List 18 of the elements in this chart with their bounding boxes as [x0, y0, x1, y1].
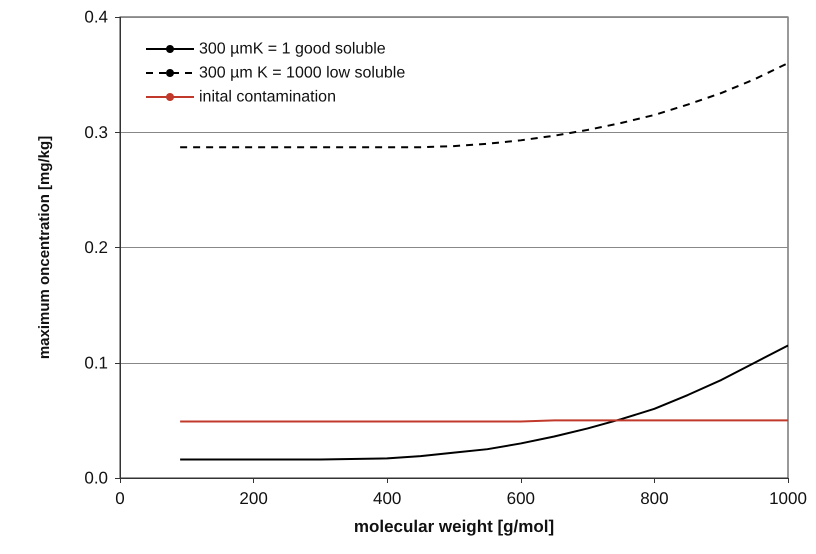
line-series	[179, 344, 789, 461]
x-tick-label: 0	[115, 489, 125, 508]
legend-label: 300 µmK = 1 good soluble	[199, 40, 386, 58]
legend-label: 300 µm K = 1000 low soluble	[199, 64, 406, 82]
x-tick-label: 200	[239, 489, 268, 508]
y-tick-label: 0.0	[84, 468, 108, 488]
x-tick-label: 600	[506, 489, 535, 508]
x-axis-title: molecular weight [g/mol]	[354, 517, 554, 536]
x-tick-label: 800	[640, 489, 669, 508]
y-tick-label: 0.2	[84, 238, 108, 257]
y-tick-label: 0.4	[84, 8, 108, 26]
y-tick-label: 0.3	[84, 122, 108, 142]
legend-label: inital contamination	[199, 88, 336, 106]
x-tick-label: 1000	[769, 489, 807, 508]
y-axis-title: maximum oncentration [mg/kg]	[36, 136, 53, 360]
x-tick-label: 400	[373, 489, 402, 508]
line-series	[179, 62, 789, 148]
y-tick-label: 0.1	[84, 353, 108, 372]
